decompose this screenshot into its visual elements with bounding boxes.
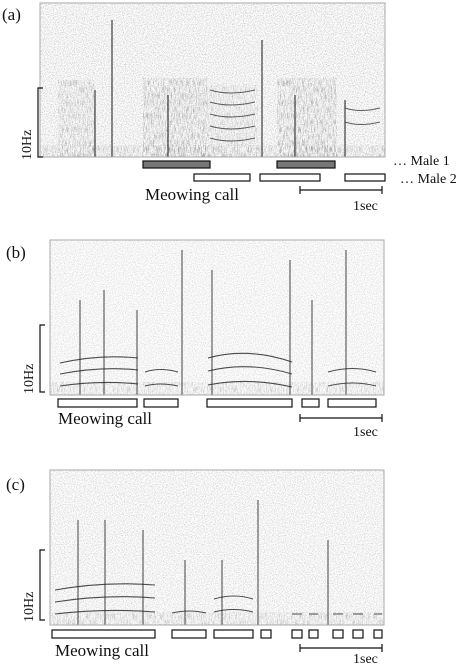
male2-bar [259,173,321,182]
spectrogram [39,2,386,158]
call-bar [57,398,138,408]
call-bar [301,398,320,408]
spectrogram [49,239,385,396]
spectrogram [49,469,385,626]
call-bar [51,629,156,639]
panel-b: (b) 10Hz Meowing call 1sec [6,239,385,440]
call-bar [291,629,303,639]
bracket [39,549,45,621]
scale-label: 1sec [353,652,378,666]
axis-label: 10Hz [20,130,35,160]
floor [40,145,385,157]
male2-bar [344,173,386,182]
band [277,78,337,157]
male1-bar [142,160,211,169]
call-bar [308,629,319,639]
call-bar [352,629,364,639]
streaks [94,20,346,157]
panel-c: (c) 10Hz Meowing call 1sec [6,469,385,666]
streaks [79,250,347,395]
harmonics [59,352,377,388]
legend-male2: … Male 2 [400,172,457,187]
floor [50,382,384,395]
bracket [39,324,45,393]
harmonics [209,89,381,142]
call-label: Meowing call [55,641,149,660]
call-label: Meowing call [145,185,239,204]
call-bar [260,629,272,639]
harmonics [54,583,382,615]
frame [39,2,386,158]
scale-bar [299,414,383,422]
call-bar [171,629,207,639]
call-bar [213,629,254,639]
scale-bar [299,644,383,652]
axis-label: 10Hz [22,592,37,622]
panel-label: (b) [6,243,26,262]
frame [49,239,385,396]
scale-bar [299,186,383,194]
axis-label: 10Hz [22,364,37,394]
frame [49,469,385,626]
bracket [37,87,43,158]
streaks [77,500,329,625]
male1-bar [276,160,336,169]
panel-a: (a) 10Hz … Male 1 … Male 2 Meowing call … [2,2,457,214]
noise [50,470,384,625]
call-bar [373,629,383,639]
call-bar [332,629,344,639]
male2-bar [193,173,251,182]
panel-label: (a) [2,5,21,24]
call-bar [327,398,377,408]
floor [50,612,384,625]
legend-male1: … Male 1 [393,154,450,169]
scale-label: 1sec [353,425,378,440]
scale-label: 1sec [353,199,378,214]
band [58,80,95,157]
call-bar [206,398,293,408]
band [143,78,208,157]
panel-label: (c) [6,475,25,494]
noise [50,240,384,395]
call-label: Meowing call [58,409,152,428]
call-bar [143,398,179,408]
